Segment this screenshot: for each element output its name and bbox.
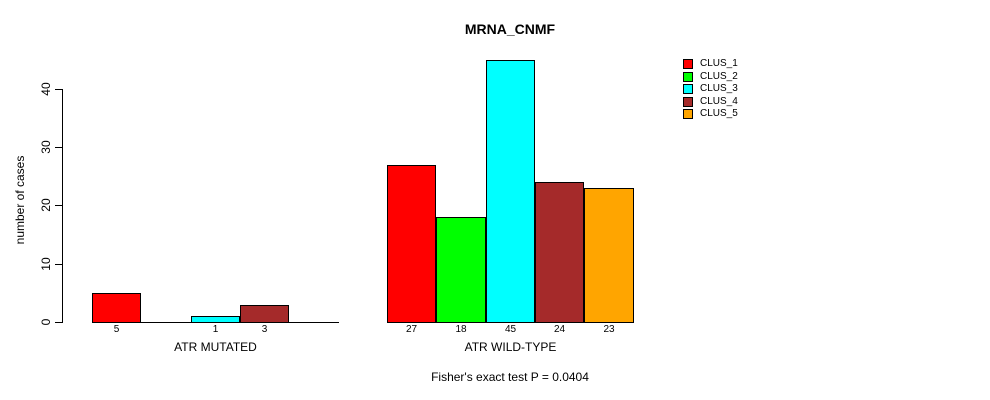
bar — [486, 60, 535, 323]
legend-label: CLUS_3 — [700, 83, 738, 94]
legend-item: CLUS_4 — [683, 96, 803, 109]
legend-swatch — [683, 84, 693, 94]
y-axis-tick — [55, 264, 62, 265]
x-group-label: ATR WILD-TYPE — [464, 340, 557, 354]
legend-label: CLUS_5 — [700, 108, 738, 119]
y-axis-tick — [55, 89, 62, 90]
bar — [191, 316, 240, 323]
bar-value-label: 45 — [504, 324, 517, 335]
bar-value-label: 27 — [405, 324, 418, 335]
bar — [584, 188, 634, 323]
annotation-text: Fisher's exact test P = 0.0404 — [431, 370, 589, 384]
bar-value-label: 24 — [553, 324, 566, 335]
bar-value-label: 3 — [261, 324, 268, 335]
bar-value-label: 1 — [212, 324, 219, 335]
bar — [240, 305, 289, 323]
legend-item: CLUS_1 — [683, 58, 803, 71]
chart-title: MRNA_CNMF — [464, 21, 556, 37]
bar-value-label: 5 — [113, 324, 120, 335]
bar-value-label: 18 — [455, 324, 467, 335]
y-axis-tick — [55, 205, 62, 206]
legend: CLUS_1 CLUS_2 CLUS_3 CLUS_4 CLUS_5 — [683, 58, 803, 129]
legend-item: CLUS_3 — [683, 83, 803, 96]
legend-swatch — [683, 59, 693, 69]
legend-label: CLUS_4 — [700, 96, 738, 107]
bar — [535, 182, 584, 323]
bar — [387, 165, 436, 323]
y-axis-line — [62, 89, 63, 323]
y-axis-tick — [55, 322, 62, 323]
bar — [436, 217, 486, 323]
y-axis-tick — [55, 147, 62, 148]
legend-item: CLUS_2 — [683, 71, 803, 84]
legend-label: CLUS_1 — [700, 58, 738, 69]
legend-swatch — [683, 109, 693, 119]
legend-swatch — [683, 97, 693, 107]
legend-label: CLUS_2 — [700, 71, 738, 82]
bar-value-label: 23 — [603, 324, 615, 335]
legend-swatch — [683, 72, 693, 82]
bar — [92, 293, 141, 323]
x-group-label: ATR MUTATED — [174, 340, 257, 354]
legend-item: CLUS_5 — [683, 108, 803, 121]
